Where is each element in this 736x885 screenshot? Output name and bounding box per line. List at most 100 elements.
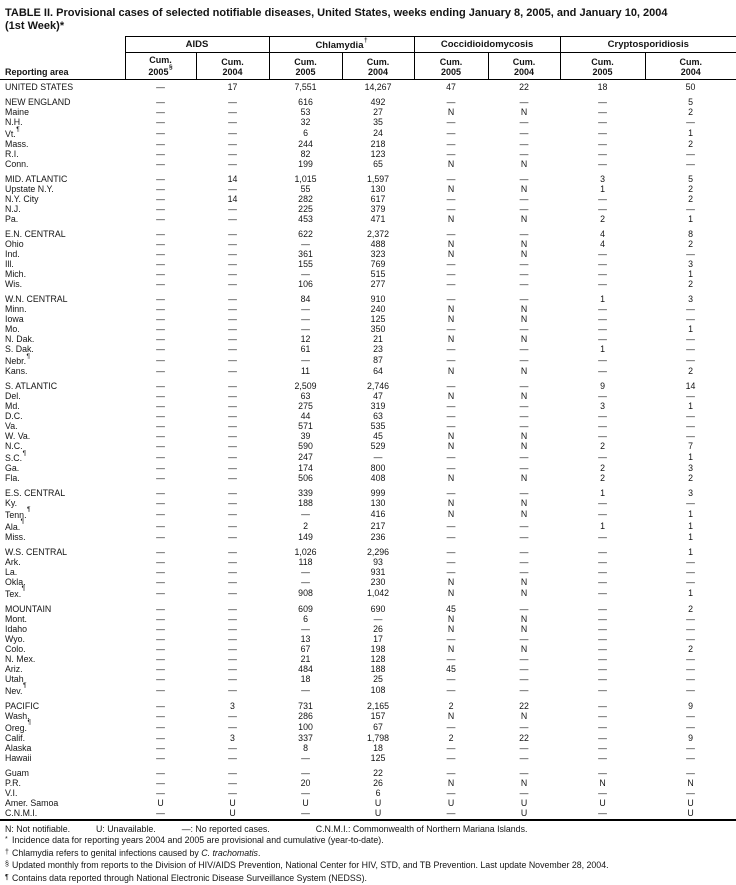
cell-ind-col2: 361 [298, 249, 313, 260]
cell-conn-col2: 199 [298, 159, 313, 170]
cell-nebr-col5: — [519, 355, 529, 366]
cell-utah-col7: — [686, 673, 695, 684]
cell-fla-col7: 2 [688, 472, 693, 483]
cell-mont-col4: N [447, 613, 455, 624]
table-row-miss: Miss. — — 149 236 — — — 1 [0, 532, 736, 542]
cell-w-va-col6: — [598, 431, 607, 441]
cell-maine-col6: — [598, 107, 607, 118]
cell-maine-col4: N [447, 107, 455, 118]
cell-e-s-central-col0: — [156, 487, 165, 498]
cell-united-states-col7: 50 [685, 82, 696, 93]
cell-mid-atlantic-col5: — [519, 174, 529, 185]
cell-tenn-col4: N [447, 508, 455, 519]
cell-va-col7: — [686, 421, 695, 431]
cell-n-h-col1: — [228, 117, 237, 128]
cell-v-i-col4: — [446, 787, 456, 798]
cell-s-atlantic-col0: — [156, 381, 165, 391]
cell-upstate-n-y-col5: N [520, 184, 528, 195]
cell-ark-col7: — [686, 556, 695, 567]
cell-hawaii-col7: — [686, 752, 695, 763]
cell-wis-col2: 106 [298, 279, 313, 290]
row-label-idaho: Idaho [5, 623, 28, 634]
cell-alaska-col2: 8 [303, 742, 308, 753]
table-row-mich: Mich. — — — 515 — — — 1 [0, 269, 736, 279]
subcol-chlamydia-2004: Cum. 2004 [341, 52, 415, 81]
cell-okla-col5: N [520, 576, 528, 587]
cell-amer-samoa-col0: U [157, 797, 164, 808]
cell-fla-col1: — [228, 472, 237, 483]
cell-miss-col5: — [519, 531, 529, 542]
cell-r-i-col3: 123 [370, 149, 386, 160]
cell-nebr-col6: — [598, 355, 607, 366]
table-row-wyo: Wyo. — — 13 17 — — — — [0, 634, 736, 644]
cell-c-n-m-i-col4: — [446, 807, 456, 818]
table-row-r-i: R.I. — — 82 123 — — — — [0, 149, 736, 159]
cell-calif-col3: 1,798 [367, 732, 390, 743]
cell-ohio-col0: — [156, 239, 165, 250]
cell-tex-col4: N [447, 587, 455, 598]
cell-miss-col4: — [446, 531, 456, 542]
cell-mass-col2: 244 [298, 139, 313, 150]
cell-n-h-col7: — [686, 117, 695, 128]
cell-w-va-col0: — [156, 431, 165, 441]
row-label-n-dak: N. Dak. [5, 334, 35, 345]
table-row-oreg: Oreg.¶ — — 100 67 — — — — [0, 719, 736, 733]
row-label-v-i: V.I. [5, 787, 18, 798]
column-group-header-row: Reporting area AIDS Chlamydia† Coccidioido… [0, 35, 736, 81]
cell-iowa-col6: — [598, 314, 607, 325]
cell-va-col0: — [156, 421, 165, 431]
cell-colo-col2: 67 [300, 643, 311, 654]
cell-ark-col6: — [598, 556, 607, 567]
table-row-nev: Nev.¶ — — — 108 — — — — [0, 682, 736, 696]
cell-mass-col3: 218 [370, 139, 386, 150]
legend-item-0: N: Not notifiable. [5, 823, 71, 834]
cell-e-s-central-col7: 3 [688, 487, 693, 498]
cell-colo-col3: 198 [370, 643, 386, 654]
cell-ohio-col3: 488 [370, 239, 386, 250]
cell-upstate-n-y-col3: 130 [370, 184, 386, 195]
cell-ill-col3: 769 [370, 259, 386, 270]
cell-w-s-central-col0: — [156, 546, 165, 557]
cell-idaho-col7: — [686, 623, 695, 634]
table-row-c-n-m-i: C.N.M.I. — U — U — U — U [0, 808, 736, 818]
cell-ala-col3: 217 [370, 520, 386, 531]
cell-mo-col4: — [446, 324, 456, 335]
cell-n-mex-col4: — [446, 653, 456, 664]
table-title-line1: TABLE II. Provisional cases of selected … [5, 7, 668, 19]
cell-ariz-col0: — [156, 663, 165, 674]
cell-e-n-central-col5: — [519, 229, 529, 240]
cell-mo-col1: — [228, 324, 237, 335]
table-row-kans: Kans. — — 11 64 N N — 2 [0, 366, 736, 376]
row-label-nebr: Nebr.¶ [5, 352, 31, 366]
cell-w-s-central-col1: — [228, 546, 237, 557]
cell-n-mex-col7: — [686, 653, 695, 664]
cell-ga-col2: 174 [298, 462, 313, 473]
col-group-cryptosporidiosis: Cryptosporidiosis [559, 35, 736, 54]
col-group-chlamydia: Chlamydia† [268, 35, 415, 54]
cell-s-dak-col7: — [686, 344, 695, 355]
cell-e-n-central-col4: — [446, 229, 456, 240]
cell-miss-col3: 236 [370, 531, 386, 542]
table-row-ohio: Ohio — — — 488 N N 4 2 [0, 239, 736, 249]
table-row-v-i: V.I. — — — 6 — — — — [0, 788, 736, 798]
cell-d-c-col3: 63 [373, 411, 383, 421]
table-row-conn: Conn. — — 199 65 N N — — [0, 159, 736, 169]
subcol-aids-2005: Cum. 2005§ [124, 52, 196, 81]
cell-new-england-col6: — [598, 97, 607, 108]
cell-c-n-m-i-col2: — [301, 807, 310, 818]
table-row-e-n-central: E.N. CENTRAL — — 622 2,372 — — 4 8 [0, 229, 736, 239]
cell-nev-col2: — [301, 684, 310, 695]
cell-del-col0: — [156, 391, 165, 401]
cell-ariz-col7: — [686, 663, 695, 674]
cell-e-s-central-col1: — [228, 487, 237, 498]
cell-n-h-col2: 32 [300, 117, 311, 128]
cell-s-dak-col2: 61 [300, 344, 311, 355]
cell-e-s-central-col3: 999 [370, 487, 386, 498]
cell-okla-col7: — [686, 576, 695, 587]
cell-conn-col1: — [228, 159, 237, 170]
cell-n-dak-col7: — [686, 334, 695, 345]
cell-n-c-col1: — [228, 441, 237, 451]
cell-guam-col2: — [301, 767, 310, 778]
cell-nev-col3: 108 [370, 684, 386, 695]
table-row-tex: Tex.¶ — — 908 1,042 N N — 1 [0, 585, 736, 599]
